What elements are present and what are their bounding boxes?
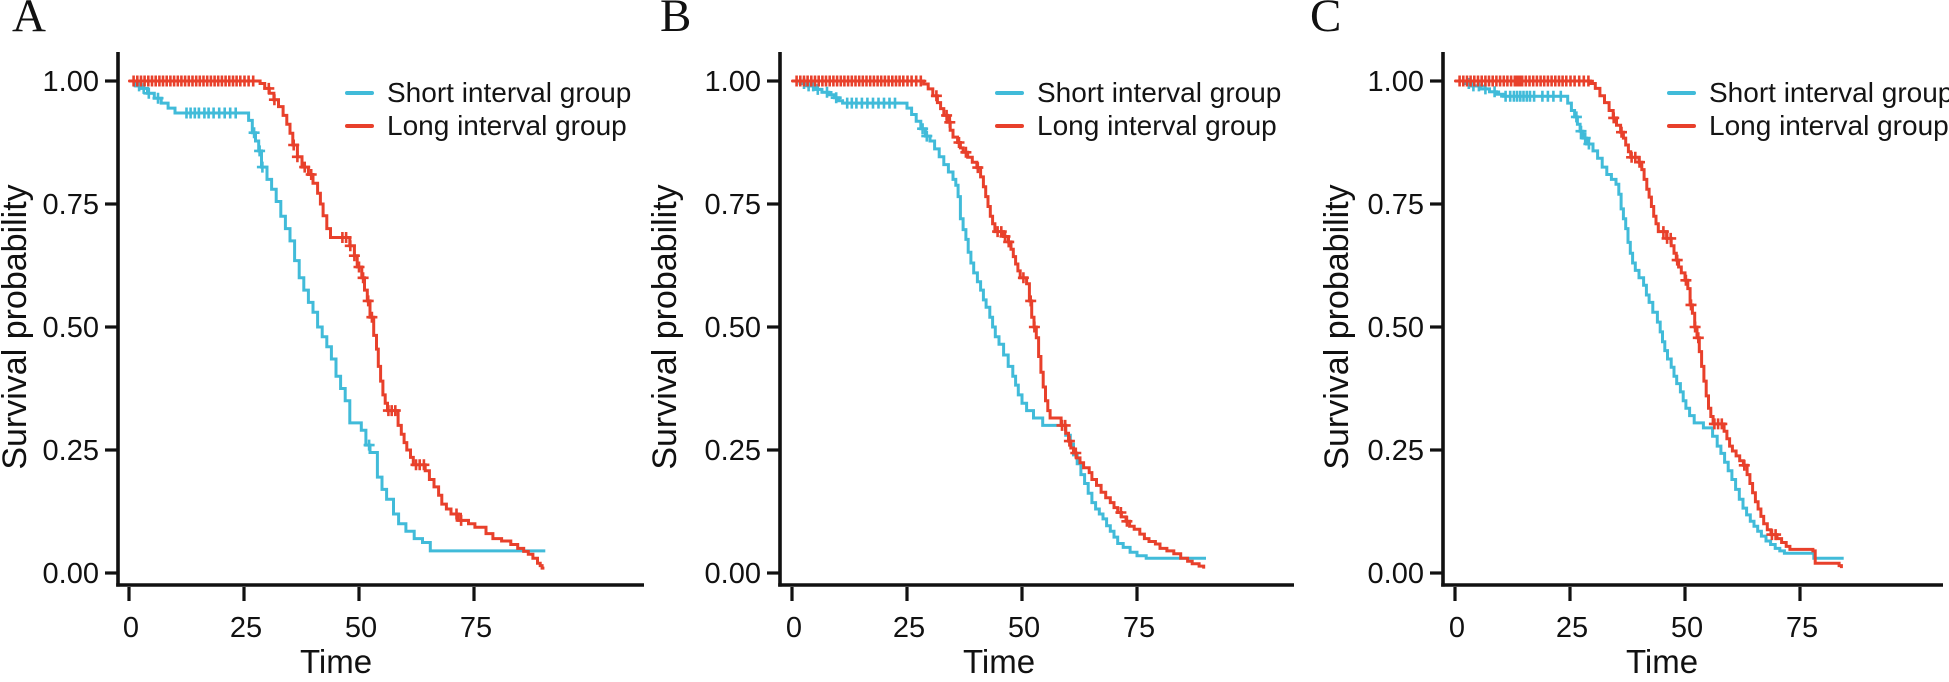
legend-label: Short interval group	[1037, 77, 1282, 108]
legend-item-long: Long interval group	[995, 110, 1281, 141]
legend-swatch-short-icon	[345, 91, 374, 95]
survival-curve-long	[792, 79, 1206, 569]
y-axis-title: Survival probability	[1318, 184, 1356, 469]
panel-c: C 0.00 0.25 0.50 0.75 1.00 0 25 50 75 Survival pr…	[1300, 0, 1949, 682]
x-axis-title: Time	[963, 643, 1035, 680]
x-tick-label: 50	[1671, 612, 1703, 644]
x-tick-label: 25	[1556, 612, 1588, 644]
x-tick-label: 75	[1786, 612, 1818, 644]
legend: Short interval group Long interval group	[1667, 77, 1949, 141]
legend-label: Long interval group	[1709, 110, 1949, 141]
y-axis-title: Survival probability	[650, 184, 684, 469]
x-tick-label: 75	[1123, 612, 1155, 644]
survival-curve-long	[1455, 79, 1843, 569]
legend-label: Short interval group	[387, 77, 632, 108]
legend-swatch-short-icon	[1667, 91, 1696, 95]
legend-swatch-long-icon	[345, 124, 374, 128]
legend: Short interval group Long interval group	[995, 77, 1282, 141]
km-plot-b: 0.00 0.25 0.50 0.75 1.00 0 25 50 75 Survival prob…	[650, 52, 1294, 680]
x-tick-label: 25	[893, 612, 925, 644]
x-tick-label: 25	[230, 612, 262, 644]
y-tick-label: 1.00	[43, 66, 99, 98]
legend-swatch-long-icon	[995, 124, 1024, 128]
legend-label: Long interval group	[387, 110, 627, 141]
y-tick-label: 0.50	[705, 312, 761, 344]
legend-label: Short interval group	[1709, 77, 1949, 108]
censor-marks-long	[1454, 75, 1782, 541]
legend-item-long: Long interval group	[345, 110, 631, 141]
censor-marks-long	[791, 75, 1133, 527]
survival-curve-short	[792, 79, 1206, 560]
y-axis-title: Survival probability	[0, 184, 34, 469]
legend-item-short: Short interval group	[345, 77, 632, 108]
censor-marks-short	[133, 80, 375, 451]
y-tick-label: 0.00	[1368, 558, 1424, 590]
x-axis-title: Time	[1626, 643, 1698, 680]
panel-letter: A	[12, 0, 46, 42]
y-tick-label: 1.00	[705, 66, 761, 98]
panel-letter: C	[1310, 0, 1342, 42]
legend-item-short: Short interval group	[1667, 77, 1949, 108]
panel-a: A 0.00 0.25 0.50 0.75 1.00 0 25 50 75 Survival pr…	[0, 0, 650, 682]
y-tick-label: 0.75	[43, 189, 99, 221]
y-tick-label: 0.50	[1368, 312, 1424, 344]
y-tick-label: 0.25	[43, 435, 99, 467]
x-axis-title: Time	[300, 643, 372, 680]
y-tick-label: 0.25	[705, 435, 761, 467]
legend-item-long: Long interval group	[1667, 110, 1949, 141]
y-tick-label: 0.25	[1368, 435, 1424, 467]
x-tick-label: 50	[345, 612, 377, 644]
censor-marks-long	[128, 75, 467, 526]
x-tick-label: 50	[1008, 612, 1040, 644]
x-tick-label: 0	[1449, 612, 1465, 644]
y-tick-label: 0.50	[43, 312, 99, 344]
y-tick-label: 0.00	[705, 558, 761, 590]
legend: Short interval group Long interval group	[345, 77, 632, 141]
survival-curve-long	[129, 79, 545, 570]
km-plot-a: 0.00 0.25 0.50 0.75 1.00 0 25 50 75 Survival prob…	[0, 52, 644, 680]
y-tick-label: 0.75	[1368, 189, 1424, 221]
legend-swatch-short-icon	[995, 91, 1024, 95]
y-tick-label: 1.00	[1368, 66, 1424, 98]
panel-b: B 0.00 0.25 0.50 0.75 1.00 0 25 50 75 Survival pr…	[650, 0, 1300, 682]
y-tick-label: 0.75	[705, 189, 761, 221]
km-plot-c: 0.00 0.25 0.50 0.75 1.00 0 25 50 75 Survival prob…	[1318, 52, 1943, 680]
survival-curve-short	[1455, 79, 1844, 560]
legend-label: Long interval group	[1037, 110, 1277, 141]
y-tick-label: 0.00	[43, 558, 99, 590]
survival-curve-short	[129, 79, 546, 553]
x-tick-label: 0	[786, 612, 802, 644]
legend-item-short: Short interval group	[995, 77, 1282, 108]
panel-letter: B	[660, 0, 692, 42]
legend-swatch-long-icon	[1667, 124, 1696, 128]
x-tick-label: 0	[123, 612, 139, 644]
x-tick-label: 75	[460, 612, 492, 644]
